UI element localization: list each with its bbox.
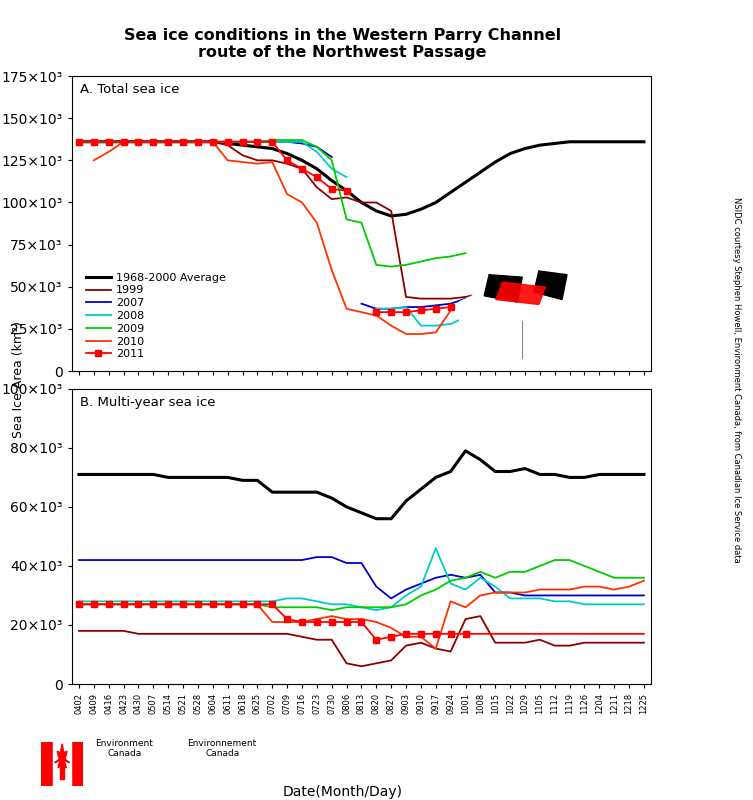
Polygon shape (476, 302, 509, 333)
Text: Environment: Environment (96, 738, 153, 747)
Polygon shape (55, 744, 69, 768)
Polygon shape (562, 302, 595, 337)
Polygon shape (53, 742, 72, 786)
Polygon shape (526, 310, 556, 339)
Polygon shape (495, 282, 545, 305)
Text: Sea ice conditions in the Western Parry Channel
route of the Northwest Passage: Sea ice conditions in the Western Parry … (124, 28, 561, 60)
Legend: 1968-2000 Average, 1999, 2007, 2008, 2009, 2010, 2011: 1968-2000 Average, 1999, 2007, 2008, 200… (83, 270, 230, 362)
Text: B. Multi-year sea ice: B. Multi-year sea ice (81, 396, 215, 410)
Text: Canada: Canada (107, 749, 142, 758)
Polygon shape (41, 742, 53, 786)
Polygon shape (72, 742, 83, 786)
Text: NSIDC courtesy Stephen Howell, Environment Canada, from Canadian Ice Service dat: NSIDC courtesy Stephen Howell, Environme… (732, 197, 741, 563)
Text: A. Total sea ice: A. Total sea ice (81, 83, 180, 96)
Polygon shape (459, 240, 625, 364)
Text: Canada: Canada (205, 749, 239, 758)
Text: Sea Ice Area (km²): Sea Ice Area (km²) (12, 322, 26, 438)
Polygon shape (484, 274, 523, 302)
Text: Date(Month/Day): Date(Month/Day) (282, 785, 403, 799)
Polygon shape (534, 271, 567, 299)
Polygon shape (60, 763, 64, 779)
Text: Environnement: Environnement (187, 738, 257, 747)
